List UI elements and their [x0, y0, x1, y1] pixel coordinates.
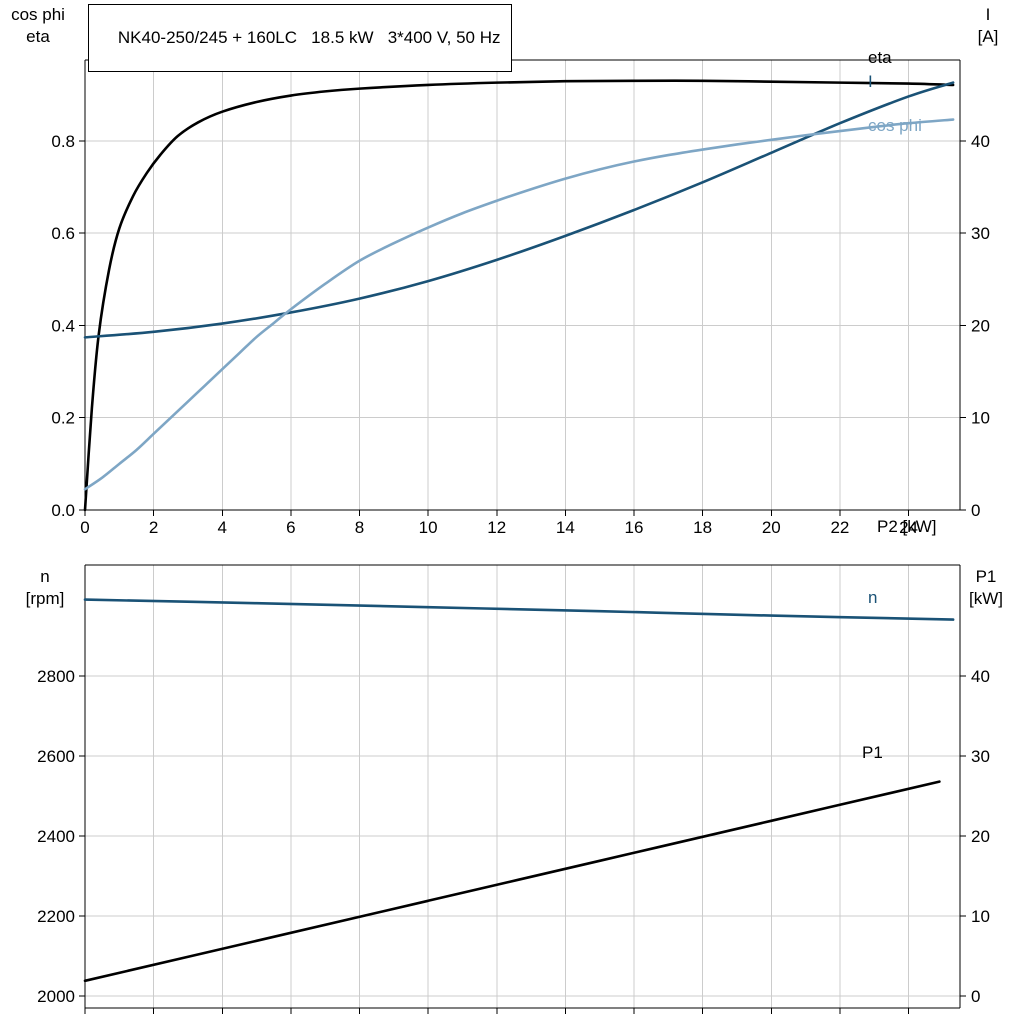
top-left-axis-header: cos phi eta — [2, 4, 74, 48]
left-axis-tick-label: 2800 — [37, 667, 75, 686]
bottom-right-axis-header: P1 [kW] — [954, 566, 1018, 610]
right-axis-tick-label: 40 — [971, 132, 990, 151]
left-axis-tick-label: 0.8 — [51, 132, 75, 151]
right-axis-tick-label: 40 — [971, 667, 990, 686]
series-curve-I — [83, 81, 955, 339]
top-right-axis-header: I [A] — [958, 4, 1018, 48]
x-axis-tick-label: 6 — [286, 518, 295, 537]
x-axis-tick-label: 18 — [693, 518, 712, 537]
right-axis-tick-label: 10 — [971, 409, 990, 428]
right-axis-tick-label: 10 — [971, 907, 990, 926]
x-axis-tick-label: 2 — [149, 518, 158, 537]
x-axis-label: P2 [kW] — [877, 517, 937, 536]
chart-title: NK40-250/245 + 160LC 18.5 kW 3*400 V, 50… — [117, 28, 501, 47]
right-axis-tick-label: 30 — [971, 224, 990, 243]
series-curve-n — [83, 598, 955, 621]
series-label-n: n — [868, 588, 877, 607]
x-axis-tick-label: 12 — [487, 518, 506, 537]
series-curve-eta — [83, 79, 955, 512]
x-axis-tick-label: 22 — [830, 518, 849, 537]
speed-axis-unit-line1: n — [40, 567, 50, 586]
x-axis-tick-label: 14 — [556, 518, 575, 537]
power-axis-unit-line1: P1 — [975, 567, 997, 586]
x-axis-tick-label: 0 — [80, 518, 89, 537]
right-axis-unit-line1: I — [985, 5, 991, 24]
series-label-cos-phi: cos phi — [868, 116, 922, 135]
x-axis-tick-label: 16 — [625, 518, 644, 537]
left-axis-tick-label: 0.0 — [51, 501, 75, 520]
series-label-I: I — [868, 72, 873, 91]
right-axis-tick-label: 0 — [971, 501, 980, 520]
series-label-P1: P1 — [862, 743, 883, 762]
series-curve-P1 — [83, 780, 941, 983]
x-axis-tick-label: 10 — [419, 518, 438, 537]
right-axis-tick-label: 20 — [971, 827, 990, 846]
right-axis-tick-label: 20 — [971, 316, 990, 335]
chart-title-box: NK40-250/245 + 160LC 18.5 kW 3*400 V, 50… — [88, 4, 512, 72]
left-axis-unit-line2: eta — [26, 27, 50, 46]
left-axis-tick-label: 0.6 — [51, 224, 75, 243]
x-axis-tick-label: 8 — [355, 518, 364, 537]
right-axis-tick-label: 0 — [971, 987, 980, 1006]
speed-axis-unit-line2: [rpm] — [25, 589, 65, 608]
left-axis-unit-line1: cos phi — [11, 5, 65, 24]
bottom-chart-plot: 2000 2200 2400 2600 2800 0 10 20 30 40 n P1 — [37, 564, 990, 1014]
series-curve-cos-phi — [83, 118, 955, 491]
x-axis-tick-label: 4 — [218, 518, 227, 537]
left-axis-tick-label: 0.2 — [51, 409, 75, 428]
left-axis-tick-label: 2400 — [37, 827, 75, 846]
x-axis-tick-label: 24 — [899, 518, 918, 537]
left-axis-tick-label: 0.4 — [51, 316, 75, 335]
left-axis-tick-label: 2600 — [37, 747, 75, 766]
x-axis-tick-label: 20 — [762, 518, 781, 537]
right-axis-tick-label: 30 — [971, 747, 990, 766]
power-axis-unit-line2: [kW] — [969, 589, 1003, 608]
series-label-eta: eta — [868, 48, 892, 67]
left-axis-tick-label: 2000 — [37, 987, 75, 1006]
bottom-left-axis-header: n [rpm] — [12, 566, 78, 610]
right-axis-unit-line2: [A] — [977, 27, 999, 46]
left-axis-tick-label: 2200 — [37, 907, 75, 926]
